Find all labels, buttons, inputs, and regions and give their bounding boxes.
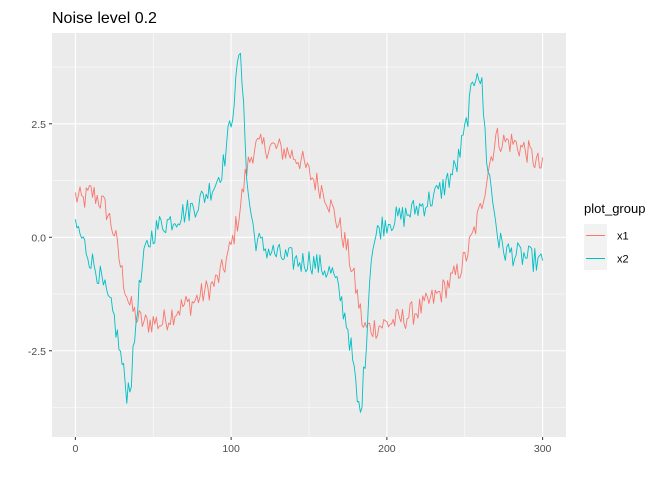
series-line-x1: [74, 127, 544, 339]
legend-label-x1: x1: [617, 231, 629, 243]
axis-layer: 0 100 200 300 -2.5 0.0 2.5: [28, 119, 552, 455]
y-tick-label: -2.5: [28, 346, 46, 358]
grid-layer: [52, 33, 566, 437]
legend-title: plot_group: [584, 201, 645, 216]
legend-label-x2: x2: [617, 254, 629, 266]
x-tick-label: 0: [72, 443, 78, 455]
x-tick-label: 300: [534, 443, 552, 455]
chart-title: Noise level 0.2: [52, 10, 157, 27]
legend: plot_group x1 x2: [584, 201, 645, 270]
series-layer: [74, 52, 544, 413]
y-tick-label: 2.5: [31, 119, 46, 131]
x-tick-label: 200: [378, 443, 396, 455]
series-line-x2: [74, 52, 544, 413]
x-tick-label: 100: [222, 443, 240, 455]
y-tick-label: 0.0: [31, 232, 46, 244]
